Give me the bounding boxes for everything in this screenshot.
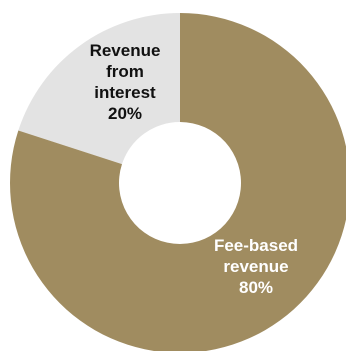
slice-label-line: Fee-based <box>214 236 298 255</box>
slice-value-label: 80% <box>239 278 273 297</box>
donut-slices <box>10 13 346 351</box>
slice-labels: Revenue from interest 20% Fee-based revenue 80… <box>90 41 298 297</box>
slice-label-line: revenue <box>223 257 288 276</box>
slice-label-line: Revenue <box>90 41 161 60</box>
slice-1 <box>10 13 346 351</box>
slice-label-0: Revenue from interest 20% <box>90 41 161 123</box>
slice-0 <box>18 13 181 165</box>
slice-label-1: Fee-based revenue 80% <box>214 236 298 297</box>
slice-label-line: from <box>106 62 144 81</box>
slice-label-line: interest <box>94 83 156 102</box>
slice-value-label: 20% <box>108 104 142 123</box>
